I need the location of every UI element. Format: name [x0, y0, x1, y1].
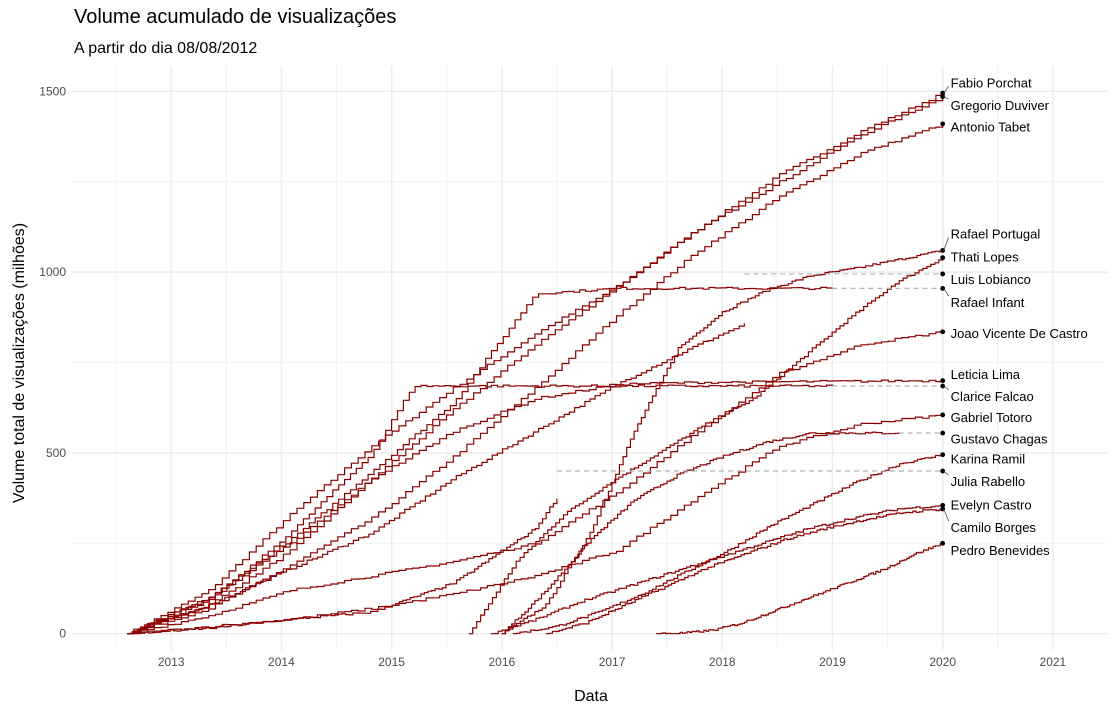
x-tick-label: 2018 [709, 655, 736, 669]
series-endpoint [940, 378, 946, 384]
x-tick-label: 2020 [929, 655, 956, 669]
series-end-label: Antonio Tabet [951, 119, 1031, 134]
y-tick-label: 0 [59, 627, 66, 641]
x-tick-label: 2019 [819, 655, 846, 669]
series-endpoint [940, 412, 946, 418]
series-end-label: Luis Lobianco [951, 272, 1031, 287]
label-leader [943, 470, 949, 476]
series-line [545, 508, 944, 635]
series-endpoint [940, 94, 946, 100]
axes: 2013 2014 2015 2016 2017 2018 2019 2020 2021 0 500… [39, 84, 1066, 669]
series-line [490, 505, 944, 635]
x-tick-label: 2017 [599, 655, 626, 669]
series-labels: Fabio Porchat Gregorio Duviver Antonio Tab… [943, 75, 1088, 558]
x-tick-label: 2014 [268, 655, 295, 669]
series-endpoint [940, 502, 946, 508]
chart-title: Volume acumulado de visualizações [74, 6, 397, 28]
series-endpoint [940, 90, 946, 96]
series-line [127, 379, 944, 635]
series-end-label: Camilo Borges [951, 520, 1037, 535]
series-endpoint [940, 383, 946, 389]
x-tick-label: 2015 [378, 655, 405, 669]
series-line [127, 92, 944, 635]
label-leader [943, 508, 950, 522]
x-tick-label: 2013 [158, 655, 185, 669]
series-endpoint [940, 540, 946, 546]
x-tick-label: 2016 [488, 655, 515, 669]
grid [72, 66, 1108, 650]
label-leader [943, 86, 950, 94]
series-line [512, 454, 944, 635]
series-line [656, 543, 944, 635]
x-tick-label: 2021 [1040, 655, 1067, 669]
series-line [127, 384, 834, 635]
series-end-label: Gustavo Chagas [951, 431, 1048, 446]
label-leader [943, 385, 949, 391]
series-end-label: Karina Ramil [951, 452, 1026, 467]
series-end-label: Julia Rabello [951, 474, 1025, 489]
series-line [127, 331, 944, 635]
series-line [127, 498, 558, 635]
series-endpoint [940, 452, 946, 458]
label-leader [943, 288, 950, 297]
series-lines [127, 92, 944, 635]
series-endpoint [940, 255, 946, 261]
series-end-label: Clarice Falcao [951, 389, 1034, 404]
series-end-label: Gabriel Totoro [951, 410, 1032, 425]
series-line [127, 122, 944, 635]
series-end-label: Fabio Porchat [951, 75, 1032, 90]
y-axis-title: Volume total de visualizações (milhões) [11, 223, 28, 503]
series-end-label: Evelyn Castro [951, 497, 1032, 512]
series-endpoint [940, 271, 946, 277]
series-endpoint [940, 285, 946, 291]
chart-subtitle: A partir do dia 08/08/2012 [74, 40, 258, 57]
series-end-label: Thati Lopes [951, 250, 1019, 265]
series-end-label: Rafael Portugal [951, 226, 1041, 241]
series-line [127, 97, 944, 635]
label-leader [943, 96, 949, 100]
series-end-label: Gregorio Duviver [951, 98, 1050, 113]
series-line [468, 257, 944, 635]
series-end-label: Rafael Infant [951, 295, 1025, 310]
series-endpoints [940, 90, 946, 546]
series-line [501, 431, 900, 635]
x-axis-title: Data [574, 688, 608, 705]
y-tick-label: 1500 [39, 84, 66, 98]
series-line [127, 323, 745, 635]
y-tick-label: 500 [46, 446, 66, 460]
label-leader [943, 237, 950, 251]
series-endpoint [940, 468, 946, 474]
series-end-label: Joao Vicente De Castro [951, 326, 1088, 341]
y-tick-label: 1000 [39, 265, 66, 279]
series-end-label: Pedro Benevides [951, 543, 1051, 558]
series-endpoint [940, 329, 946, 335]
series-endpoint [940, 430, 946, 436]
series-end-label: Leticia Lima [951, 367, 1021, 382]
series-endpoint [940, 121, 946, 127]
